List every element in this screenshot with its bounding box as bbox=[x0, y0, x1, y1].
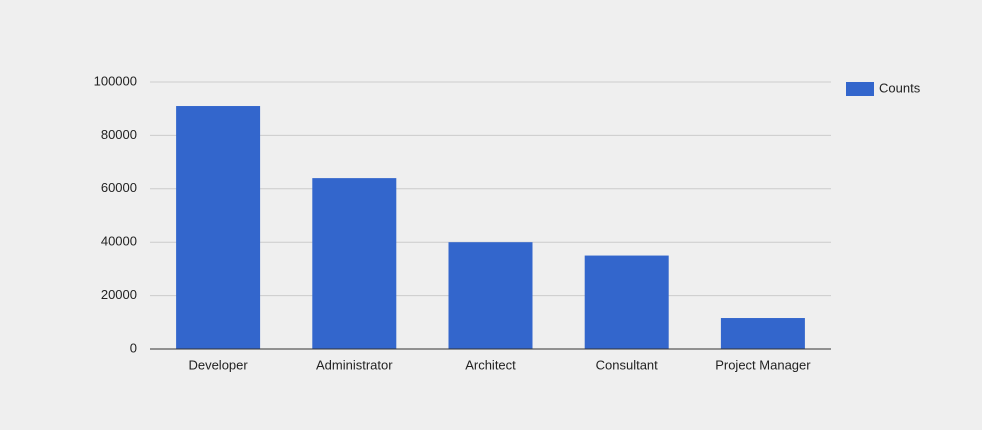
bar bbox=[584, 255, 669, 349]
legend-label: Counts bbox=[879, 80, 921, 95]
y-tick-label: 20000 bbox=[101, 287, 137, 302]
bar bbox=[448, 242, 533, 349]
bar bbox=[720, 318, 805, 349]
y-tick-label: 40000 bbox=[101, 234, 137, 249]
x-tick-label: Developer bbox=[188, 357, 248, 372]
x-tick-label: Project Manager bbox=[715, 357, 811, 372]
x-tick-label: Architect bbox=[465, 357, 516, 372]
y-tick-label: 80000 bbox=[101, 127, 137, 142]
y-tick-label: 0 bbox=[130, 340, 137, 355]
bar bbox=[176, 106, 261, 349]
x-tick-label: Consultant bbox=[596, 357, 659, 372]
y-tick-label: 60000 bbox=[101, 180, 137, 195]
y-tick-label: 100000 bbox=[94, 73, 137, 88]
legend-swatch bbox=[846, 82, 874, 96]
x-tick-label: Administrator bbox=[316, 357, 393, 372]
bar bbox=[312, 178, 397, 349]
